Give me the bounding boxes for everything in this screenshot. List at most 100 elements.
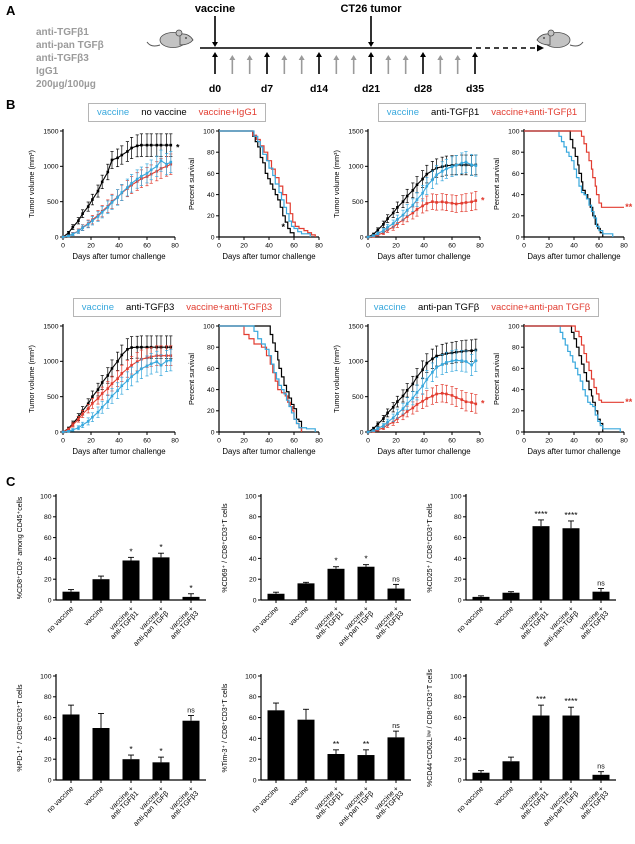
svg-text:20: 20 — [87, 438, 95, 445]
panel-b-quadrant-pan-tgfb: vaccine anti-pan TGFβ vaccine+anti-pan TGF… — [331, 298, 633, 478]
svg-text:Percent survival: Percent survival — [187, 158, 196, 210]
legend-item: vaccine+IgG1 — [198, 107, 257, 118]
svg-text:*: * — [129, 744, 133, 754]
legend-item: anti-TGFβ1 — [431, 107, 480, 118]
legend-item: anti-TGFβ3 — [126, 302, 175, 313]
svg-text:80: 80 — [454, 514, 462, 521]
svg-text:20: 20 — [545, 243, 553, 250]
svg-text:vaccine: vaccine — [82, 604, 106, 628]
svg-text:Days after tumor challenge: Days after tumor challenge — [222, 447, 315, 456]
svg-text:Days after tumor challenge: Days after tumor challenge — [72, 252, 165, 261]
svg-text:20: 20 — [454, 577, 462, 584]
svg-text:100: 100 — [40, 673, 52, 680]
svg-text:**: ** — [333, 739, 340, 749]
bar-chart-pd1: 0 20 40 60 80 100 %PD-1⁺ / CD8⁺CD3⁺T cells no v… — [12, 662, 217, 842]
svg-text:%CD8⁺CD3⁺ among CD45⁺cells: %CD8⁺CD3⁺ among CD45⁺cells — [17, 496, 24, 599]
svg-text:20: 20 — [249, 577, 257, 584]
antibody-item: 200µg/100µg — [36, 79, 96, 90]
panel-b-quadrant-tgfb3: vaccine anti-TGFβ3 vaccine+anti-TGFβ3 0 500… — [26, 298, 328, 478]
svg-text:20: 20 — [240, 438, 248, 445]
svg-text:80: 80 — [476, 438, 484, 445]
svg-text:0: 0 — [55, 234, 59, 241]
svg-text:****: **** — [534, 509, 548, 519]
svg-text:*: * — [189, 583, 193, 593]
svg-text:0: 0 — [253, 597, 257, 604]
svg-text:80: 80 — [620, 243, 628, 250]
svg-text:40: 40 — [115, 438, 123, 445]
tumor-volume-chart-pan-tgfb: 0 500 1000 1500 0 20 40 60 80 Days after tumor ch… — [331, 319, 491, 476]
svg-text:60: 60 — [249, 715, 257, 722]
svg-text:40: 40 — [570, 438, 578, 445]
svg-text:80: 80 — [315, 438, 323, 445]
svg-text:0: 0 — [522, 243, 526, 250]
svg-text:0: 0 — [61, 438, 65, 445]
svg-text:Tumor volume (mm³): Tumor volume (mm³) — [27, 150, 36, 218]
bar-chart-tim3: 0 20 40 60 80 100 %Tim-3⁺ / CD8⁺CD3⁺T cells no … — [217, 662, 422, 842]
legend-pan-tgfb: vaccine anti-pan TGFβ vaccine+anti-pan TGF… — [364, 298, 600, 317]
svg-text:0: 0 — [61, 243, 65, 250]
mouse-icon — [146, 29, 194, 48]
svg-text:d7: d7 — [261, 83, 273, 95]
legend-item: vaccine+anti-TGFβ3 — [186, 302, 273, 313]
svg-text:Percent survival: Percent survival — [492, 158, 501, 210]
svg-text:0: 0 — [48, 597, 52, 604]
svg-text:80: 80 — [171, 438, 179, 445]
panel-b-label: B — [6, 97, 16, 112]
svg-text:500: 500 — [352, 199, 364, 206]
svg-text:60: 60 — [448, 243, 456, 250]
svg-text:vaccine: vaccine — [287, 784, 311, 808]
svg-text:1000: 1000 — [348, 164, 363, 171]
svg-text:no vaccine: no vaccine — [250, 784, 281, 815]
svg-text:ns: ns — [187, 708, 195, 715]
svg-text:ns: ns — [597, 581, 605, 588]
svg-text:1500: 1500 — [43, 128, 58, 135]
svg-text:60: 60 — [249, 535, 257, 542]
svg-text:80: 80 — [171, 243, 179, 250]
svg-text:80: 80 — [512, 150, 520, 157]
svg-text:60: 60 — [290, 438, 298, 445]
svg-text:100: 100 — [508, 323, 520, 330]
svg-text:no vaccine: no vaccine — [45, 784, 76, 815]
svg-text:1500: 1500 — [348, 323, 363, 330]
svg-text:no vaccine: no vaccine — [455, 784, 486, 815]
svg-text:40: 40 — [420, 438, 428, 445]
svg-text:0: 0 — [458, 597, 462, 604]
antibody-list: anti-TGFβ1 anti-pan TGFβ anti-TGFβ3 IgG1 200… — [36, 26, 104, 91]
survival-chart-igg1: 0 20 40 60 80 100 0 20 40 60 80 Days after tumor ch… — [186, 124, 331, 281]
svg-text:**: ** — [625, 202, 633, 212]
svg-text:Days after tumor challenge: Days after tumor challenge — [527, 252, 620, 261]
svg-text:0: 0 — [360, 429, 364, 436]
svg-text:100: 100 — [450, 673, 462, 680]
svg-text:Tumor volume (mm³): Tumor volume (mm³) — [332, 150, 341, 218]
svg-text:100: 100 — [203, 323, 215, 330]
svg-text:0: 0 — [48, 777, 52, 784]
svg-text:vaccine: vaccine — [195, 3, 235, 15]
svg-text:no vaccine: no vaccine — [250, 604, 281, 635]
svg-text:0: 0 — [217, 438, 221, 445]
svg-text:100: 100 — [508, 128, 520, 135]
svg-text:%CD69⁺ / CD8⁺CD3⁺T cells: %CD69⁺ / CD8⁺CD3⁺T cells — [222, 503, 229, 593]
svg-text:20: 20 — [207, 408, 215, 415]
panel-a-label: A — [6, 3, 16, 18]
svg-text:60: 60 — [143, 438, 151, 445]
svg-text:80: 80 — [620, 438, 628, 445]
svg-text:100: 100 — [245, 493, 257, 500]
svg-text:60: 60 — [44, 715, 52, 722]
survival-chart-tgfb1: 0 20 40 60 80 100 0 20 40 60 80 Days after tumor ch… — [491, 124, 635, 281]
svg-text:80: 80 — [207, 345, 215, 352]
svg-text:Days after tumor challenge: Days after tumor challenge — [377, 447, 470, 456]
tumor-volume-chart-tgfb1: 0 500 1000 1500 0 20 40 60 80 Days after tumor ch… — [331, 124, 491, 281]
svg-text:ns: ns — [392, 723, 400, 730]
svg-text:0: 0 — [211, 429, 215, 436]
svg-text:d35: d35 — [466, 83, 484, 95]
svg-text:40: 40 — [249, 736, 257, 743]
svg-text:20: 20 — [545, 438, 553, 445]
svg-text:80: 80 — [44, 514, 52, 521]
svg-text:Tumor volume (mm³): Tumor volume (mm³) — [27, 345, 36, 413]
svg-text:100: 100 — [245, 673, 257, 680]
svg-text:60: 60 — [448, 438, 456, 445]
tumor-volume-chart-tgfb3: 0 500 1000 1500 0 20 40 60 80 Days after tumor ch… — [26, 319, 186, 476]
survival-chart-pan-tgfb: 0 20 40 60 80 100 0 20 40 60 80 Days after tumor ch… — [491, 319, 635, 476]
legend-tgfb3: vaccine anti-TGFβ3 vaccine+anti-TGFβ3 — [72, 298, 282, 317]
svg-text:60: 60 — [290, 243, 298, 250]
